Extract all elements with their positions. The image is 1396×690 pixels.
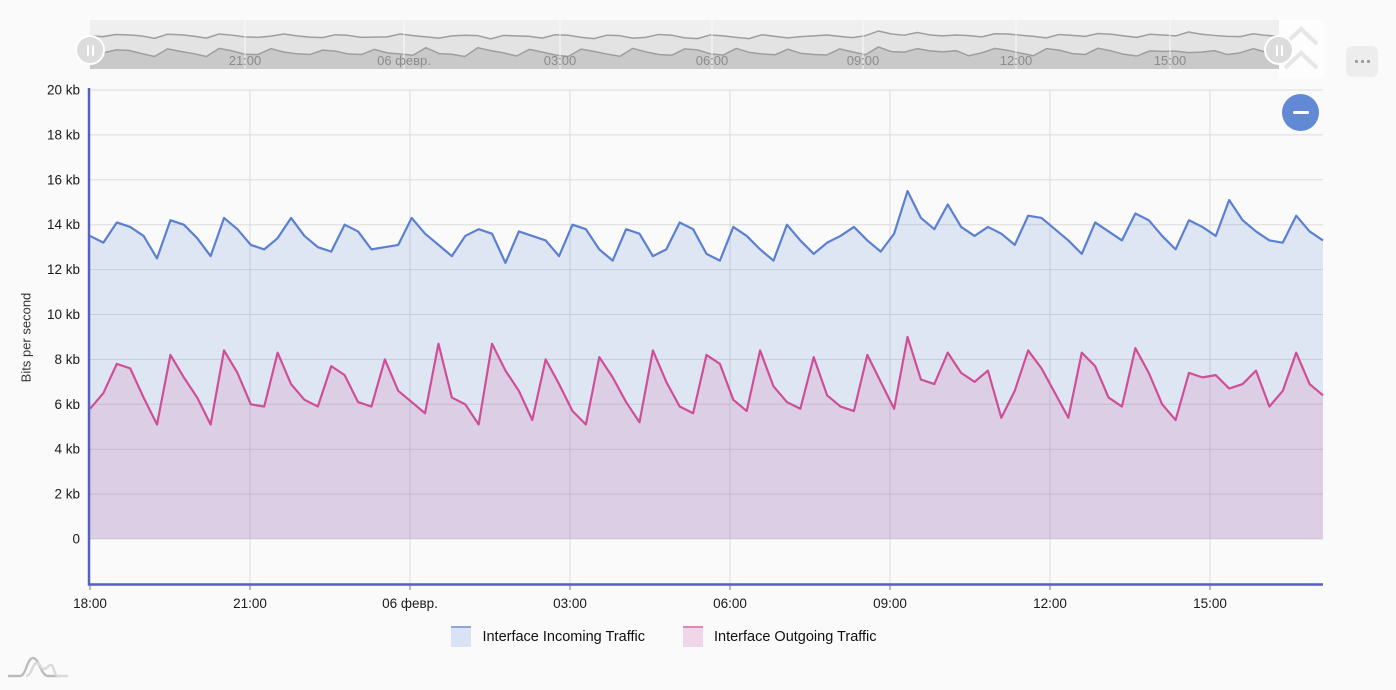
- legend-label: Interface Outgoing Traffic: [713, 628, 877, 645]
- y-tick-label: 6 kb: [54, 397, 80, 412]
- grip-bars-icon: [1275, 44, 1278, 56]
- nav-tick-label: 03:00: [544, 53, 577, 68]
- traffic-graph-canvas[interactable]: 0 2 kb 4 kb 6 kb 8 kb 10 kb 12 kb 14 kb 16 kb 18 …: [0, 0, 1396, 618]
- ellipsis-icon: [1354, 60, 1370, 63]
- incoming-area: [90, 191, 1323, 539]
- y-tick-label: 2 kb: [54, 487, 80, 502]
- y-tick-label: 8 kb: [54, 352, 80, 367]
- navigator-right-handle[interactable]: [1264, 35, 1294, 65]
- y-tick-label: 18 kb: [47, 127, 80, 142]
- y-tick-label: 4 kb: [54, 442, 80, 457]
- double-chevron-up-icon: [1283, 26, 1319, 70]
- y-tick-label: 16 kb: [47, 172, 80, 187]
- nav-area: [90, 46, 1279, 69]
- incoming-line: [89, 189, 1324, 264]
- x-tick-label: 09:00: [873, 596, 907, 611]
- nav-tick-label: 21:00: [229, 53, 262, 68]
- outgoing-swatch-icon: [682, 626, 703, 647]
- nav-tick-label: 06:00: [696, 53, 729, 68]
- legend: Interface Incoming Traffic Interface Out…: [0, 626, 1362, 647]
- y-tick-label: 12 kb: [47, 262, 80, 277]
- nav-line: [89, 46, 1280, 58]
- nav-line: [89, 30, 1280, 40]
- sparkline-icon: [8, 656, 68, 678]
- navigator-left-handle[interactable]: [75, 35, 105, 65]
- minus-icon: [1292, 111, 1309, 114]
- x-tick-label: 06:00: [713, 596, 747, 611]
- outgoing-line: [89, 335, 1324, 426]
- legend-item-incoming[interactable]: Interface Incoming Traffic: [451, 626, 645, 647]
- legend-label: Interface Incoming Traffic: [482, 628, 645, 645]
- y-tick-label: 10 kb: [47, 307, 80, 322]
- x-tick-label: 12:00: [1033, 596, 1067, 611]
- y-tick-label: 14 kb: [47, 217, 80, 232]
- y-tick-label: 20 kb: [47, 83, 80, 98]
- x-tick-label: 06 февр.: [382, 596, 438, 611]
- nav-tick-label: 09:00: [847, 53, 880, 68]
- x-tick-label: 21:00: [233, 596, 267, 611]
- time-navigator[interactable]: 21:00 06 февр. 03:00 06:00 09:00 12:00 15:00: [0, 0, 1396, 85]
- x-tick-label: 03:00: [553, 596, 587, 611]
- incoming-swatch-icon: [451, 626, 472, 647]
- x-tick-label: 15:00: [1193, 596, 1227, 611]
- x-tick-label: 18:00: [73, 596, 107, 611]
- y-tick-label: 0: [72, 532, 80, 547]
- nav-tick-label: 15:00: [1154, 53, 1187, 68]
- grip-bars-icon: [86, 44, 89, 56]
- more-options-button[interactable]: [1346, 46, 1378, 77]
- zoom-out-button[interactable]: [1282, 94, 1319, 131]
- legend-item-outgoing[interactable]: Interface Outgoing Traffic: [682, 626, 877, 647]
- outgoing-area: [90, 336, 1323, 539]
- nav-tick-label: 12:00: [1000, 53, 1033, 68]
- nav-tick-label: 06 февр.: [377, 53, 431, 68]
